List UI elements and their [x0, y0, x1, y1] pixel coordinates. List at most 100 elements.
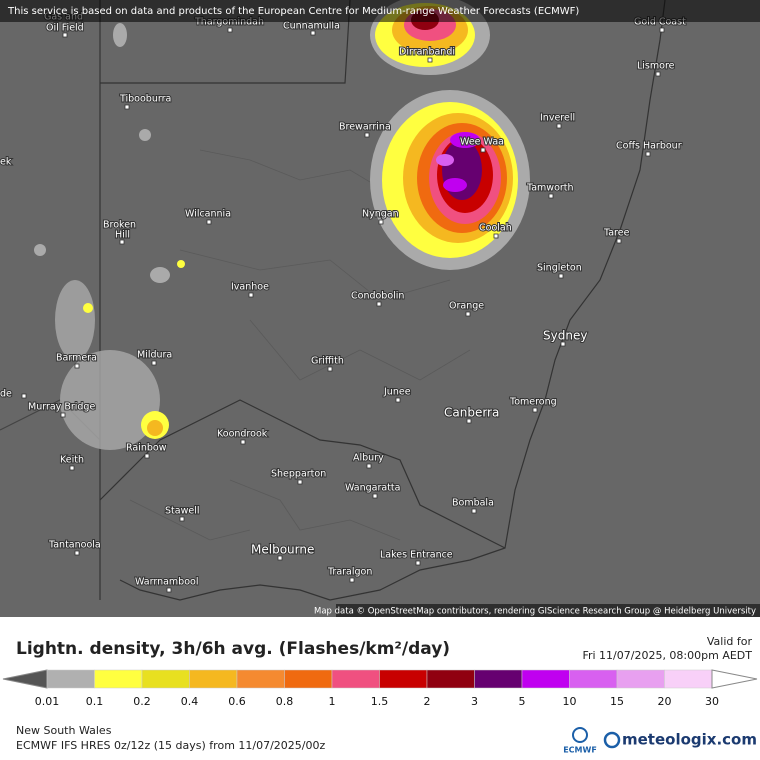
place-label: Coolah	[479, 223, 512, 234]
place-dot	[144, 453, 150, 459]
model-run: ECMWF IFS HRES 0z/12z (15 days) from 11/…	[16, 739, 326, 752]
place-dot	[466, 418, 472, 424]
place-label: Canberra	[444, 406, 499, 420]
color-scale: 0.01 0.1 0.2 0.4 0.6 0.8 1 1.5 2 3 5 10 15 20 30	[2, 669, 758, 708]
scale-tick-label: 10	[563, 695, 577, 708]
place-label: Traralgon	[327, 567, 372, 578]
place-dot	[655, 71, 661, 77]
scale-tick-label: 15	[610, 695, 624, 708]
place-dot	[372, 493, 378, 499]
scale-tick-label: 30	[705, 695, 719, 708]
place-label: Broken	[103, 220, 136, 231]
place-label: Lakes Entrance	[380, 550, 453, 561]
place-dot	[471, 508, 477, 514]
place-dot	[227, 27, 233, 33]
place-dot	[74, 363, 80, 369]
place-label: Condobolin	[351, 291, 404, 302]
place-dot	[558, 273, 564, 279]
place-dot	[560, 341, 566, 347]
place-label: Singleton	[537, 263, 582, 274]
scale-bin	[284, 669, 333, 689]
brand: meteologix.com	[622, 731, 757, 749]
place-dot	[465, 311, 471, 317]
place-label: Orange	[449, 301, 484, 312]
place-label: Tibooburra	[119, 94, 171, 105]
scale-bin	[331, 669, 380, 689]
place-dot	[310, 30, 316, 36]
place-dot	[240, 439, 246, 445]
place-label: Shepparton	[271, 469, 326, 480]
place-label: Oil Field	[46, 23, 84, 34]
place-dot	[206, 219, 212, 225]
place-dot	[119, 239, 125, 245]
place-dot	[659, 27, 665, 33]
place-label: Ivanhoe	[231, 282, 269, 293]
scale-arrow-high	[711, 669, 758, 689]
scale-tick-label: 1	[329, 695, 336, 708]
place-label: Sydney	[543, 329, 587, 343]
place-dot	[349, 577, 355, 583]
place-label: Griffith	[311, 356, 344, 367]
place-dot	[166, 587, 172, 593]
region: New South Wales	[16, 724, 112, 737]
scale-tick-label: 0.6	[228, 695, 246, 708]
scale-tick-label: 1.5	[371, 695, 389, 708]
place-dot	[124, 104, 130, 110]
scale-tick-label: 0.4	[181, 695, 199, 708]
scale-bin	[521, 669, 570, 689]
scale-bin	[426, 669, 475, 689]
place-dot	[532, 407, 538, 413]
place-dot	[480, 147, 486, 153]
place-label: Keith	[60, 455, 84, 466]
place-dot	[297, 479, 303, 485]
place-label: Mildura	[137, 350, 172, 361]
scale-bin	[141, 669, 190, 689]
place-label: Inverell	[540, 113, 575, 124]
place-label: Rainbow	[126, 443, 167, 454]
scale-bin	[94, 669, 143, 689]
scale-bin	[664, 669, 713, 689]
place-label: ek	[0, 157, 12, 168]
place-label: Tomerong	[509, 397, 557, 408]
region-lines	[129, 149, 471, 541]
place-label: Barmera	[56, 353, 97, 364]
scale-tick-label: 0.2	[133, 695, 151, 708]
place-label: Melbourne	[251, 543, 314, 557]
banner-bg	[0, 0, 760, 22]
valid-time: Fri 11/07/2025, 08:00pm AEDT	[582, 649, 752, 662]
place-dot	[376, 301, 382, 307]
scale-arrow-low	[2, 669, 48, 689]
place-label: Junee	[383, 387, 411, 398]
scale-bin	[569, 669, 618, 689]
place-dot	[62, 32, 68, 38]
attribution: Map data © OpenStreetMap contributors, r…	[314, 607, 756, 617]
place-dot	[74, 550, 80, 556]
scale-tick-label: 3	[471, 695, 478, 708]
place-label: Brewarrina	[339, 122, 391, 133]
scale-bin	[189, 669, 238, 689]
place-label: Wilcannia	[185, 209, 231, 220]
place-dot	[327, 366, 333, 372]
place-dot	[277, 555, 283, 561]
place-dot	[179, 516, 185, 522]
place-label: Taree	[603, 228, 630, 239]
place-dot	[616, 238, 622, 244]
place-label: Nyngan	[362, 209, 399, 220]
place-label: Coffs Harbour	[616, 141, 682, 152]
place-label: Wee Waa	[460, 137, 504, 148]
place-dot	[69, 465, 75, 471]
place-dot	[548, 193, 554, 199]
place-label: de	[0, 389, 12, 400]
place-label: Bombala	[452, 498, 494, 509]
place-dot	[151, 360, 157, 366]
scale-tick-label: 20	[658, 695, 672, 708]
place-label: Wangaratta	[345, 483, 400, 494]
place-label: Tamworth	[526, 183, 574, 194]
place-label: Warrnambool	[135, 577, 198, 588]
place-label: Cunnamulla	[283, 21, 340, 32]
place-label: Lismore	[637, 61, 675, 72]
legend-title: Lightn. density, 3h/6h avg. (Flashes/km²…	[16, 639, 450, 659]
place-label: Albury	[353, 453, 384, 464]
